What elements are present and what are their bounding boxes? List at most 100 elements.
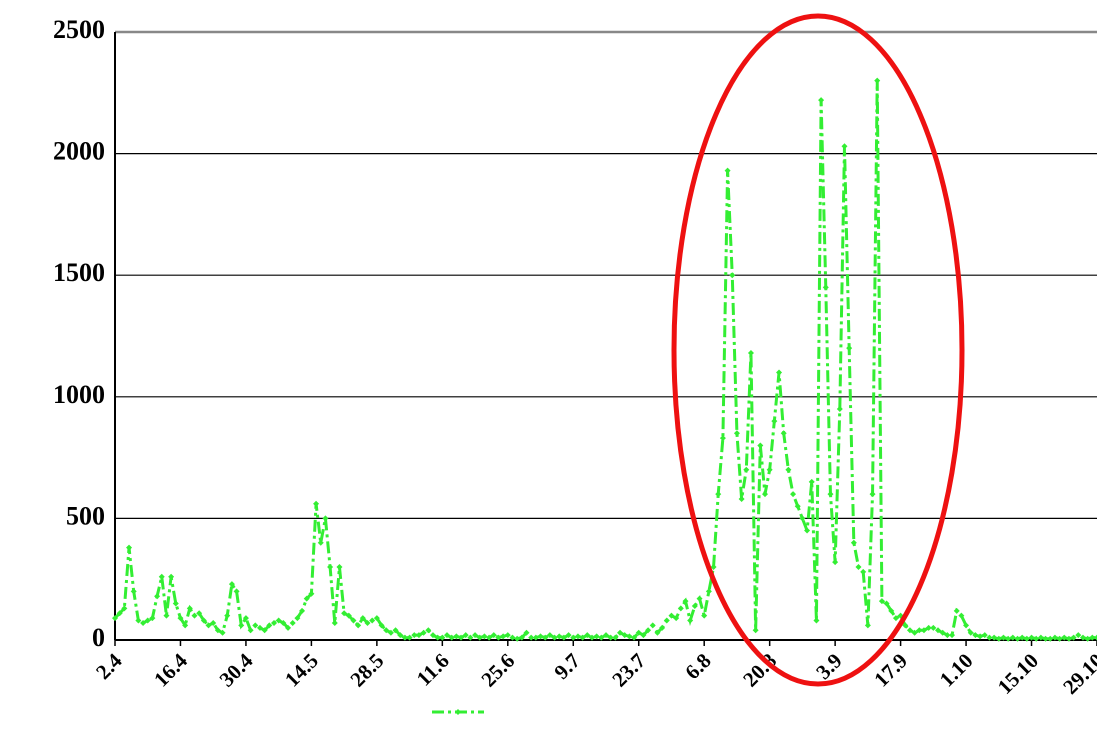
- point: [177, 615, 184, 622]
- point: [378, 622, 385, 629]
- point: [280, 619, 287, 626]
- point: [752, 627, 759, 634]
- point: [804, 527, 811, 534]
- point: [364, 619, 371, 626]
- point: [780, 430, 787, 437]
- x-tick-label: 1.10: [935, 649, 978, 692]
- point: [747, 350, 754, 357]
- point: [200, 617, 207, 624]
- point: [121, 605, 128, 612]
- point: [930, 624, 937, 631]
- point: [537, 633, 544, 640]
- point: [490, 632, 497, 639]
- point: [453, 633, 460, 640]
- point: [776, 369, 783, 376]
- point: [528, 634, 535, 641]
- point: [991, 634, 998, 641]
- point: [785, 466, 792, 473]
- point: [761, 491, 768, 498]
- point: [214, 627, 221, 634]
- point: [542, 634, 549, 641]
- point: [210, 619, 217, 626]
- point: [733, 430, 740, 437]
- point: [275, 617, 282, 624]
- point: [892, 615, 899, 622]
- x-tick-label: 29.10: [1058, 649, 1097, 699]
- point: [944, 632, 951, 639]
- point: [855, 564, 862, 571]
- point: [355, 622, 362, 629]
- legend-marker: [455, 709, 461, 715]
- point: [387, 629, 394, 636]
- point: [336, 564, 343, 571]
- point: [673, 615, 680, 622]
- point: [649, 622, 656, 629]
- point: [920, 627, 927, 634]
- point: [967, 629, 974, 636]
- point: [163, 612, 170, 619]
- highlight-ellipse: [671, 13, 965, 687]
- point: [883, 600, 890, 607]
- point: [1019, 634, 1026, 641]
- point: [397, 632, 404, 639]
- point: [196, 610, 203, 617]
- point: [1009, 634, 1016, 641]
- point: [462, 632, 469, 639]
- point: [149, 615, 156, 622]
- point: [238, 622, 245, 629]
- point: [570, 634, 577, 641]
- point: [808, 478, 815, 485]
- point: [345, 612, 352, 619]
- point: [645, 627, 652, 634]
- point: [977, 633, 984, 640]
- point: [168, 573, 175, 580]
- point: [1061, 634, 1068, 641]
- point: [420, 629, 427, 636]
- x-tick-label: 14.5: [280, 649, 323, 692]
- point: [266, 622, 273, 629]
- point: [953, 607, 960, 614]
- point: [224, 612, 231, 619]
- point: [668, 612, 675, 619]
- point: [981, 632, 988, 639]
- grid: 0 500 1000 1500 2000 2500 2.4 16.4 30.4 14.5 28.5 1…: [53, 15, 1097, 699]
- point: [289, 619, 296, 626]
- x-tick-label: 9.7: [549, 649, 585, 685]
- point: [771, 418, 778, 425]
- point: [972, 632, 979, 639]
- point: [715, 491, 722, 498]
- point: [869, 491, 876, 498]
- point: [799, 515, 806, 522]
- point: [551, 634, 558, 641]
- point: [341, 610, 348, 617]
- point: [888, 607, 895, 614]
- point: [140, 619, 147, 626]
- point: [850, 539, 857, 546]
- point: [607, 634, 614, 641]
- point: [626, 633, 633, 640]
- point: [584, 632, 591, 639]
- point: [766, 466, 773, 473]
- point: [677, 605, 684, 612]
- y-tick-label: 0: [92, 623, 105, 652]
- y-tick-label: 1500: [53, 258, 105, 287]
- point: [481, 633, 488, 640]
- point: [556, 633, 563, 640]
- point: [598, 634, 605, 641]
- point: [233, 588, 240, 595]
- point: [813, 617, 820, 624]
- point: [1051, 634, 1058, 641]
- point: [322, 515, 329, 522]
- point: [995, 635, 1002, 642]
- point: [925, 624, 932, 631]
- point: [1005, 635, 1012, 642]
- point: [1084, 635, 1091, 642]
- point: [486, 634, 493, 641]
- point: [659, 624, 666, 631]
- point: [738, 495, 745, 502]
- point: [369, 617, 376, 624]
- y-tick-label: 2500: [53, 15, 105, 44]
- point: [434, 634, 441, 641]
- point: [116, 610, 123, 617]
- point: [261, 627, 268, 634]
